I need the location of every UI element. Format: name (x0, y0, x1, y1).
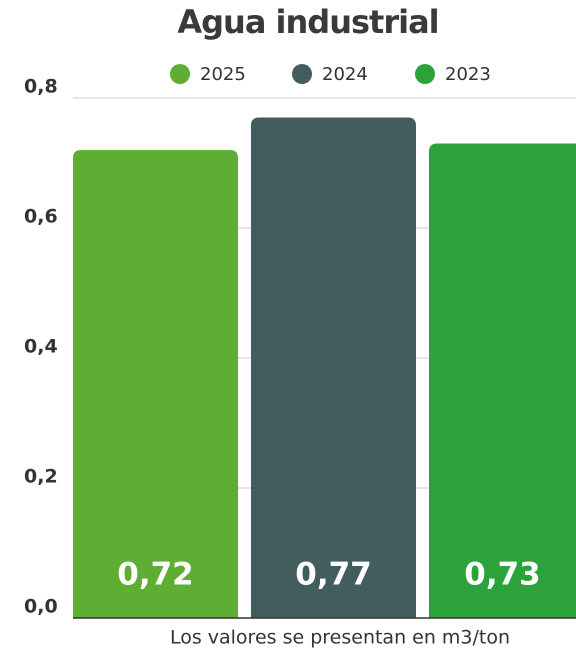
chart-title: Agua industrial (177, 3, 438, 41)
y-tick-label: 0,4 (24, 336, 58, 358)
y-tick-label: 0,6 (24, 206, 58, 228)
legend-label: 2025 (200, 64, 246, 85)
y-tick-label: 0,8 (24, 76, 58, 98)
bar (251, 117, 416, 618)
legend-label: 2023 (445, 64, 491, 85)
value-label: 0,72 (117, 557, 194, 593)
y-tick-label: 0,2 (24, 466, 58, 488)
legend-label: 2024 (322, 64, 368, 85)
value-label: 0,77 (295, 557, 372, 593)
axis-note: Los valores se presentan en m3/ton (170, 627, 510, 649)
value-label: 0,73 (464, 557, 541, 593)
legend-marker (415, 64, 435, 84)
bar (73, 150, 238, 618)
bar (429, 143, 576, 618)
legend-marker (170, 64, 190, 84)
y-tick-label: 0,0 (24, 596, 58, 618)
legend-marker (292, 64, 312, 84)
